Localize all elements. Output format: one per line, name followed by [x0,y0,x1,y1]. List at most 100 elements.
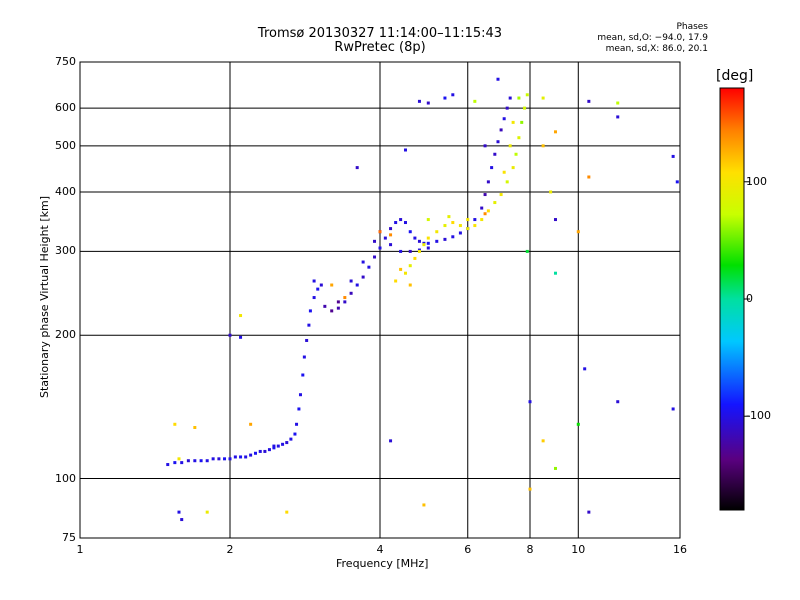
data-point [173,422,177,426]
data-point [253,451,257,455]
data-point [671,407,675,411]
data-point [514,152,518,156]
data-point [249,422,253,426]
data-point [349,279,353,283]
data-point [435,230,439,234]
data-point [361,260,365,264]
data-point [394,221,398,225]
data-point [343,300,347,304]
data-point [389,243,393,247]
data-point [576,422,580,426]
data-point [239,314,243,318]
data-point [249,453,253,457]
data-point [517,96,521,100]
data-point [272,444,276,448]
data-point [486,209,490,213]
data-point [276,444,280,448]
data-point [435,239,439,243]
x-tick-label: 2 [226,543,234,556]
data-point [451,93,455,97]
data-point [508,96,512,100]
data-point [305,338,309,342]
data-point [285,441,289,445]
data-point [308,309,312,313]
data-point [502,170,506,174]
data-point [443,96,447,100]
data-point [180,461,184,465]
data-point [616,101,620,105]
data-point [499,193,503,197]
data-point [228,457,232,461]
colorbar-ticks [744,181,750,417]
data-point [233,455,237,459]
data-point [403,221,407,225]
data-point [367,265,371,269]
data-points [166,77,679,522]
data-point [389,227,393,231]
stats-line-o: mean, sd,O: −94.0, 17.9 [597,33,708,43]
data-point [312,279,316,283]
stats-line-x: mean, sd,X: 86.0, 20.1 [605,44,708,54]
data-point [199,459,203,463]
data-point [511,166,515,170]
stats-heading: Phases [676,22,708,32]
data-point [671,154,675,158]
data-point [399,267,403,271]
y-tick-label: 600 [55,101,76,115]
data-point [272,446,276,450]
data-point [408,230,412,234]
colorbar-tick-label: 100 [746,174,767,188]
colorbar-tick-label: 0 [746,292,753,305]
data-point [302,355,306,359]
data-point [587,175,591,179]
data-point [173,461,177,465]
data-point [458,231,462,235]
data-point [520,120,524,124]
data-point [480,218,484,222]
data-point [258,449,262,453]
x-tick-label: 1 [76,543,84,556]
data-point [355,283,359,287]
data-point [298,393,302,397]
y-axis-label: Stationary phase Virtual Height [km] [38,195,51,398]
data-point [473,224,477,228]
data-point [466,218,470,222]
data-point [483,144,487,148]
x-tick-label: 10 [571,543,586,556]
data-point [417,239,421,243]
x-axis-label: Frequency [MHz] [336,557,429,570]
data-point [336,306,340,310]
data-point [417,99,421,103]
data-point [408,283,412,287]
data-point [281,442,285,446]
data-point [496,77,500,81]
data-point [422,503,426,507]
data-point [447,215,451,219]
data-point [413,236,417,240]
data-point [403,148,407,152]
data-point [330,309,334,313]
x-tick-label: 16 [673,543,687,556]
data-point [528,487,532,491]
colorbar-tick-label: -100 [746,409,771,423]
y-tick-label: 100 [55,471,76,485]
data-point [466,227,470,231]
data-point [413,256,417,260]
data-point [616,115,620,119]
data-point [217,457,221,461]
y-tick-label: 750 [55,55,76,68]
colorbar-label: [deg] [716,68,754,84]
data-point [451,221,455,225]
data-point [301,373,305,377]
data-point [267,448,271,452]
data-point [166,463,170,467]
data-point [587,510,591,514]
data-point [373,255,377,259]
data-point [383,236,387,240]
data-point [223,457,227,461]
data-point [499,128,503,132]
data-point [426,218,430,222]
data-point [289,437,293,441]
plot-frame [79,61,681,539]
data-point [496,140,500,144]
